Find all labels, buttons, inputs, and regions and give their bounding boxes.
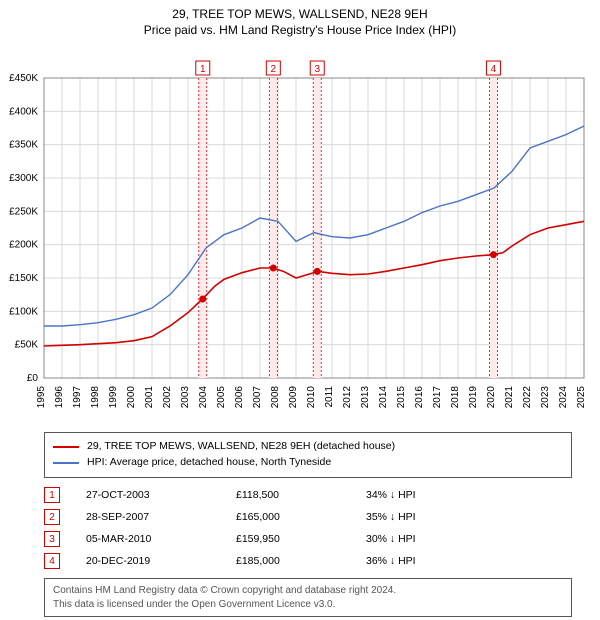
svg-text:2023: 2023	[540, 386, 551, 409]
sale-badge: 2	[44, 509, 60, 525]
svg-text:2025: 2025	[576, 386, 587, 409]
sale-row: 2 28-SEP-2007£165,00035% ↓ HPI	[44, 506, 554, 528]
svg-text:3: 3	[314, 64, 320, 75]
svg-text:2004: 2004	[198, 386, 209, 409]
footer-attribution: Contains HM Land Registry data © Crown c…	[44, 578, 572, 617]
sale-diff: 36% ↓ HPI	[366, 555, 554, 567]
svg-text:£150K: £150K	[9, 273, 38, 284]
legend-swatch	[53, 446, 79, 448]
svg-text:2014: 2014	[378, 386, 389, 409]
svg-text:£450K: £450K	[9, 73, 38, 84]
legend-swatch	[53, 462, 79, 464]
sale-price: £185,000	[236, 555, 366, 567]
sale-price: £159,950	[236, 533, 366, 545]
sale-date: 20-DEC-2019	[86, 555, 236, 567]
title-line1: 29, TREE TOP MEWS, WALLSEND, NE28 9EH	[0, 6, 600, 22]
svg-text:1997: 1997	[72, 386, 83, 409]
sale-price: £118,500	[236, 489, 366, 501]
sale-diff: 35% ↓ HPI	[366, 511, 554, 523]
svg-text:2: 2	[271, 64, 277, 75]
svg-text:2012: 2012	[342, 386, 353, 409]
svg-text:1: 1	[200, 64, 206, 75]
chart-title: 29, TREE TOP MEWS, WALLSEND, NE28 9EH Pr…	[0, 0, 600, 38]
sale-diff: 34% ↓ HPI	[366, 489, 554, 501]
svg-text:2003: 2003	[180, 386, 191, 409]
svg-text:2000: 2000	[126, 386, 137, 409]
svg-text:£50K: £50K	[15, 340, 39, 351]
svg-text:2024: 2024	[558, 386, 569, 409]
svg-text:2016: 2016	[414, 386, 425, 409]
svg-text:£100K: £100K	[9, 307, 38, 318]
footer-line: Contains HM Land Registry data © Crown c…	[53, 584, 563, 598]
svg-text:2011: 2011	[324, 386, 335, 408]
svg-text:£400K: £400K	[9, 107, 38, 118]
svg-text:4: 4	[491, 64, 497, 75]
svg-text:2006: 2006	[234, 386, 245, 409]
svg-text:£300K: £300K	[9, 173, 38, 184]
svg-text:2021: 2021	[504, 386, 515, 409]
sale-date: 27-OCT-2003	[86, 489, 236, 501]
svg-text:2018: 2018	[450, 386, 461, 409]
sale-date: 28-SEP-2007	[86, 511, 236, 523]
footer-line: This data is licensed under the Open Gov…	[53, 598, 563, 612]
svg-text:2019: 2019	[468, 386, 479, 409]
sale-badge: 3	[44, 531, 60, 547]
sale-row: 1 27-OCT-2003£118,50034% ↓ HPI	[44, 484, 554, 506]
price-chart: £0 £50K £100K £150K £200K £250K £300K £350K £400…	[0, 38, 600, 418]
legend: 29, TREE TOP MEWS, WALLSEND, NE28 9EH (d…	[44, 432, 572, 478]
svg-text:£250K: £250K	[9, 207, 38, 218]
title-line2: Price paid vs. HM Land Registry's House …	[0, 22, 600, 38]
svg-text:2022: 2022	[522, 386, 533, 409]
svg-text:2009: 2009	[288, 386, 299, 409]
svg-text:1996: 1996	[54, 386, 65, 409]
sale-diff: 30% ↓ HPI	[366, 533, 554, 545]
svg-text:1998: 1998	[90, 386, 101, 409]
svg-text:£0: £0	[27, 373, 39, 384]
sale-date: 05-MAR-2010	[86, 533, 236, 545]
sale-price: £165,000	[236, 511, 366, 523]
svg-text:2013: 2013	[360, 386, 371, 409]
svg-text:£200K: £200K	[9, 240, 38, 251]
legend-item: 29, TREE TOP MEWS, WALLSEND, NE28 9EH (d…	[53, 439, 563, 455]
sales-table: 1 27-OCT-2003£118,50034% ↓ HPI 2 28-SEP-200…	[44, 484, 554, 572]
svg-text:2010: 2010	[306, 386, 317, 409]
svg-text:2017: 2017	[432, 386, 443, 409]
svg-text:2005: 2005	[216, 386, 227, 409]
sale-row: 3 05-MAR-2010£159,95030% ↓ HPI	[44, 528, 554, 550]
sale-badge: 4	[44, 553, 60, 569]
svg-text:1999: 1999	[108, 386, 119, 409]
sale-row: 4 20-DEC-2019£185,00036% ↓ HPI	[44, 550, 554, 572]
svg-text:£350K: £350K	[9, 140, 38, 151]
svg-text:2001: 2001	[144, 386, 155, 409]
legend-label: 29, TREE TOP MEWS, WALLSEND, NE28 9EH (d…	[87, 439, 395, 455]
svg-text:2008: 2008	[270, 386, 281, 409]
legend-label: HPI: Average price, detached house, Nort…	[87, 455, 331, 471]
legend-item: HPI: Average price, detached house, Nort…	[53, 455, 563, 471]
sale-badge: 1	[44, 487, 60, 503]
svg-text:1995: 1995	[36, 386, 47, 409]
svg-text:2015: 2015	[396, 386, 407, 409]
svg-text:2007: 2007	[252, 386, 263, 409]
svg-text:2020: 2020	[486, 386, 497, 409]
svg-text:2002: 2002	[162, 386, 173, 409]
